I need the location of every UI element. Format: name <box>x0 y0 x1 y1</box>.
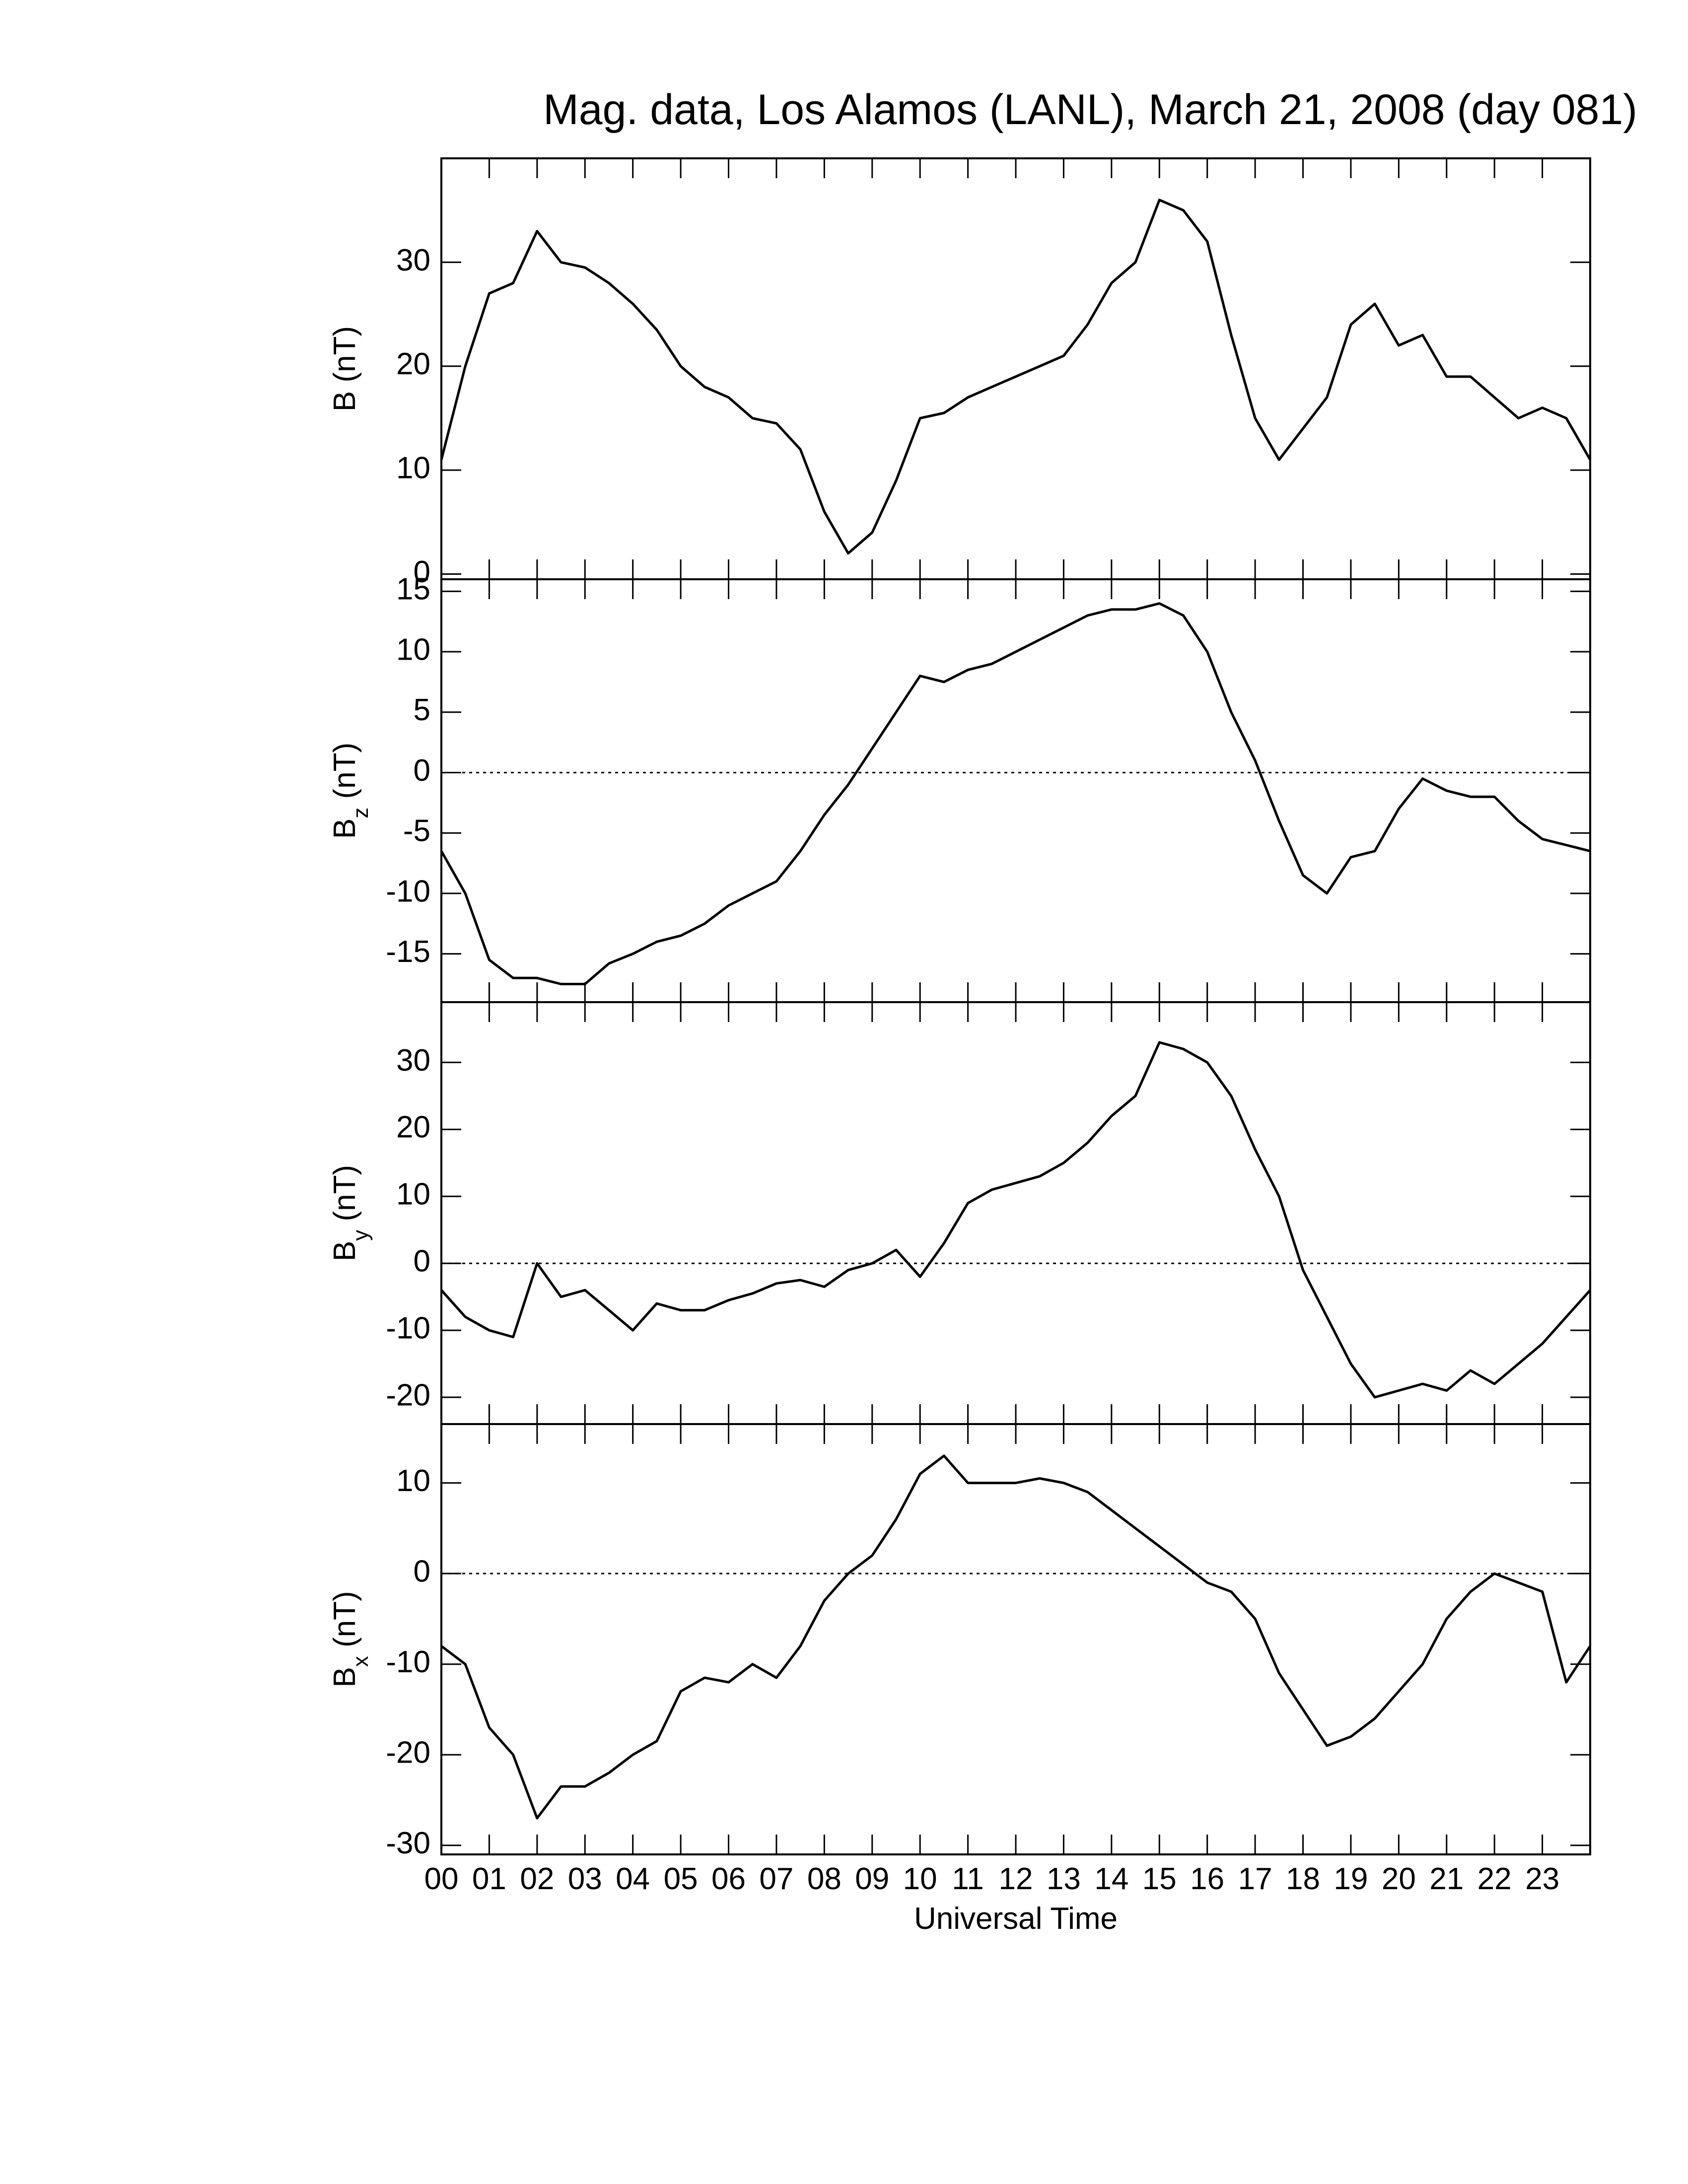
x-axis-label: Universal Time <box>914 1902 1118 1936</box>
x-tick-label: 20 <box>1382 1862 1416 1896</box>
data-line <box>440 1041 1591 1399</box>
data-line <box>440 199 1592 555</box>
x-tick-label: 00 <box>424 1862 459 1896</box>
x-tick-label: 16 <box>1190 1862 1224 1896</box>
x-tick-label: 05 <box>664 1862 698 1896</box>
y-tick-label: -10 <box>386 874 430 908</box>
x-tick-label: 01 <box>472 1862 506 1896</box>
x-tick-label: 02 <box>520 1862 554 1896</box>
x-tick-label: 12 <box>999 1862 1033 1896</box>
data-line <box>440 1454 1592 1820</box>
y-tick-label: 30 <box>396 243 430 277</box>
x-tick-label: 19 <box>1334 1862 1368 1896</box>
y-label-subscript: x <box>349 1656 373 1667</box>
x-tick-label: 03 <box>568 1862 602 1896</box>
x-tick-label: 10 <box>903 1862 937 1896</box>
y-tick-label: 0 <box>414 753 430 788</box>
y-label-unit: (nT) <box>328 1165 362 1230</box>
y-tick-label: 15 <box>396 572 430 607</box>
x-tick-label: 14 <box>1094 1862 1128 1896</box>
x-tick-label: 22 <box>1477 1862 1512 1896</box>
y-tick-label: 20 <box>396 1110 430 1145</box>
y-axis-label: B (nT) <box>328 326 362 411</box>
x-tick-label: 11 <box>952 1862 984 1896</box>
y-tick-label: -5 <box>403 814 430 848</box>
x-tick-label: 04 <box>616 1862 650 1896</box>
y-tick-label: 20 <box>396 347 430 381</box>
y-label-unit: (nT) <box>328 1591 362 1656</box>
x-tick-label: 07 <box>759 1862 793 1896</box>
y-tick-label: -30 <box>386 1826 430 1860</box>
x-tick-label: 15 <box>1142 1862 1177 1896</box>
y-label-subscript: y <box>349 1230 373 1241</box>
y-label-subscript: z <box>349 808 373 819</box>
y-tick-label: 0 <box>414 1244 430 1279</box>
x-tick-label: 18 <box>1286 1862 1320 1896</box>
y-tick-label: 10 <box>396 1177 430 1212</box>
y-tick-label: 30 <box>396 1043 430 1078</box>
x-tick-label: 13 <box>1047 1862 1081 1896</box>
data-line <box>440 602 1591 985</box>
y-label-symbol: B <box>328 391 362 411</box>
y-tick-label: -10 <box>386 1311 430 1345</box>
y-tick-label: -10 <box>386 1645 430 1679</box>
y-label-symbol: B <box>328 819 362 839</box>
panel-frame <box>440 1423 1591 1855</box>
x-tick-label: 08 <box>807 1862 842 1896</box>
y-label-unit: (nT) <box>328 326 362 391</box>
y-axis-label: By (nT) <box>328 1165 373 1261</box>
y-tick-label: -15 <box>386 935 430 969</box>
x-tick-label: 06 <box>711 1862 746 1896</box>
y-axis-label: Bz (nT) <box>328 743 373 839</box>
y-tick-label: 10 <box>396 1464 430 1498</box>
y-tick-label: 0 <box>414 555 430 589</box>
y-label-symbol: B <box>328 1241 362 1261</box>
x-tick-label: 23 <box>1525 1862 1559 1896</box>
y-label-symbol: B <box>328 1667 362 1687</box>
y-tick-label: 10 <box>396 632 430 667</box>
y-tick-label: -20 <box>386 1378 430 1412</box>
x-tick-label: 17 <box>1238 1862 1272 1896</box>
x-tick-label: 09 <box>855 1862 889 1896</box>
y-label-unit: (nT) <box>328 743 362 808</box>
y-axis-label: Bx (nT) <box>328 1591 373 1687</box>
y-tick-label: 5 <box>414 693 430 727</box>
y-tick-label: 10 <box>396 451 430 485</box>
chart-title: Mag. data, Los Alamos (LANL), March 21, … <box>543 86 1637 134</box>
y-tick-label: -20 <box>386 1736 430 1770</box>
y-tick-label: 0 <box>414 1555 430 1589</box>
x-tick-label: 21 <box>1429 1862 1464 1896</box>
